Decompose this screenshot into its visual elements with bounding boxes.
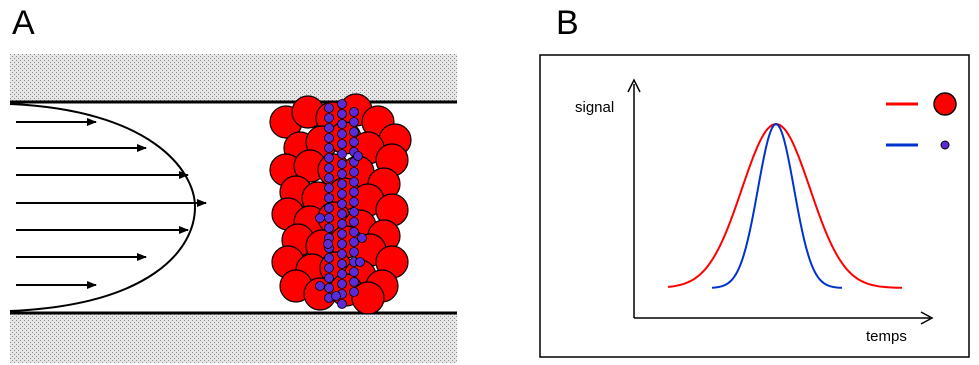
small-particle (316, 282, 325, 291)
small-particle (350, 108, 359, 117)
small-particle (325, 214, 334, 223)
small-particle (325, 284, 334, 293)
small-particle (325, 254, 334, 263)
legend-small-particle-icon (941, 141, 949, 149)
small-particle (356, 258, 365, 267)
small-particle (338, 150, 347, 159)
small-particle (350, 188, 359, 197)
small-particle (325, 264, 334, 273)
small-particle (338, 230, 347, 239)
small-particle (338, 180, 347, 189)
small-particle (325, 224, 334, 233)
small-particle (338, 140, 347, 149)
small-particle (338, 170, 347, 179)
small-particle (338, 220, 347, 229)
small-particle (354, 152, 363, 161)
small-particle (350, 268, 359, 277)
small-particle (338, 210, 347, 219)
bottom-wall (10, 313, 457, 363)
small-particle (324, 240, 333, 249)
small-particle (325, 184, 334, 193)
small-particle (350, 218, 359, 227)
small-particle (338, 100, 347, 109)
x-axis-label: temps (866, 328, 907, 345)
small-particle (325, 144, 334, 153)
particle-cluster (270, 94, 411, 314)
small-particle (338, 280, 347, 289)
small-particle (325, 174, 334, 183)
small-particle (350, 178, 359, 187)
small-particle (350, 168, 359, 177)
small-particle (325, 154, 334, 163)
small-particle (338, 200, 347, 209)
small-particle (350, 278, 359, 287)
small-particle (338, 110, 347, 119)
legend-large-particle-icon (934, 93, 956, 115)
flow-arrows (16, 122, 206, 285)
red-blood-cell (352, 282, 384, 314)
small-particle (350, 288, 359, 297)
small-particle (325, 204, 334, 213)
small-particle (350, 128, 359, 137)
small-particle (325, 164, 334, 173)
small-particle (325, 134, 334, 143)
small-particle (338, 120, 347, 129)
small-particle (350, 248, 359, 257)
small-particle (338, 260, 347, 269)
small-particle (350, 228, 359, 237)
small-particle (325, 124, 334, 133)
small-particle (325, 194, 334, 203)
flow-profile-curve (10, 104, 195, 311)
small-particle (350, 118, 359, 127)
small-particle (338, 160, 347, 169)
small-particle (358, 234, 367, 243)
top-wall (10, 54, 457, 102)
small-particle (338, 300, 347, 309)
small-particle (350, 138, 359, 147)
small-particle (338, 270, 347, 279)
small-particle (350, 198, 359, 207)
small-particle (325, 104, 334, 113)
small-particle (325, 274, 334, 283)
small-particle (325, 114, 334, 123)
small-particle (316, 214, 325, 223)
small-particle (338, 190, 347, 199)
small-particle (350, 238, 359, 247)
small-particle (350, 208, 359, 217)
vessel-diagram (10, 54, 457, 363)
small-particle (338, 130, 347, 139)
y-axis-label: signal (575, 99, 614, 116)
small-particle (338, 250, 347, 259)
small-particle (338, 240, 347, 249)
small-particle (332, 292, 341, 301)
